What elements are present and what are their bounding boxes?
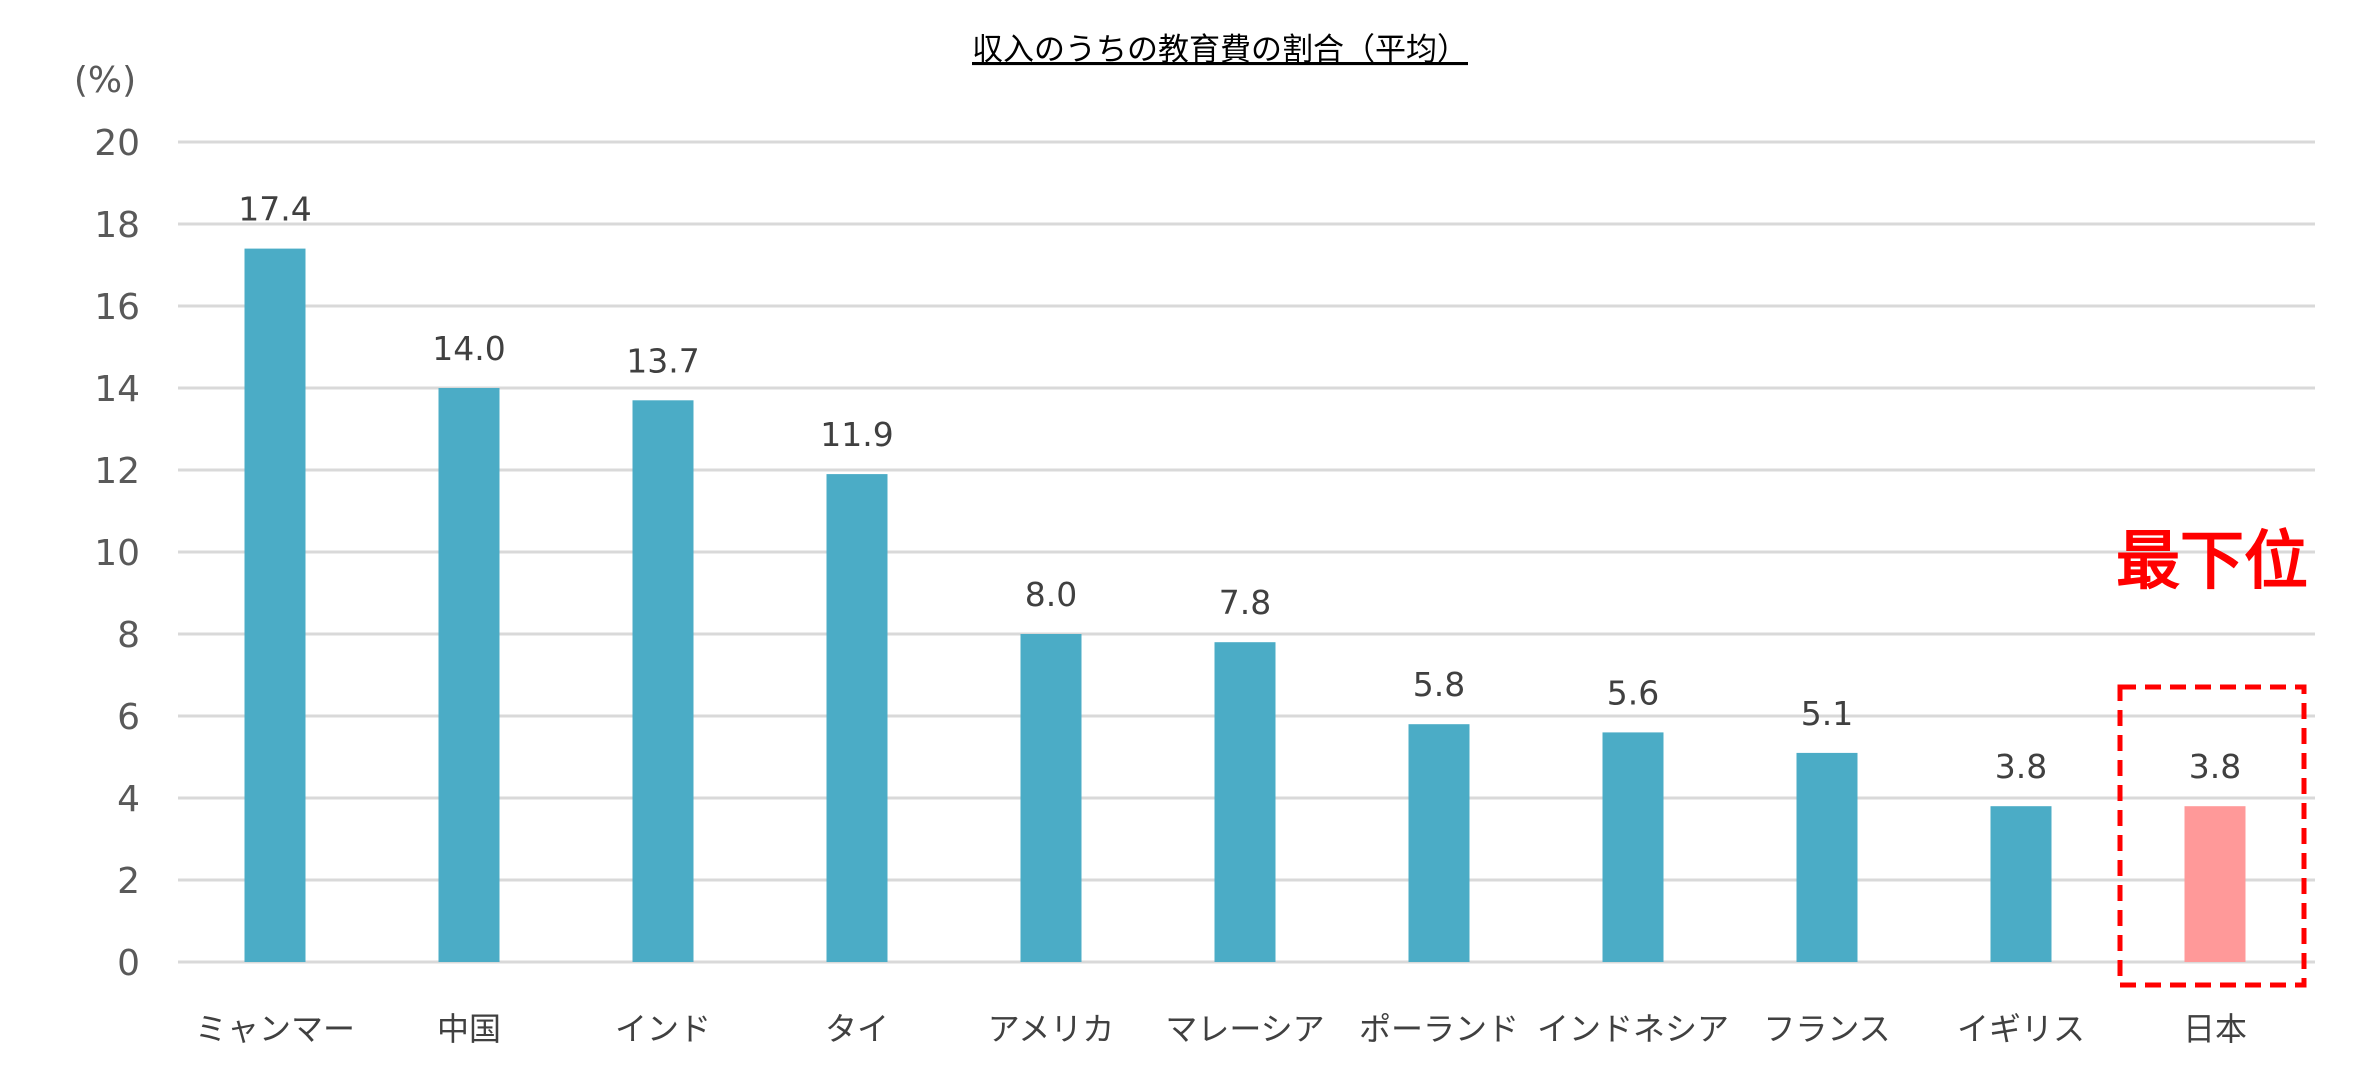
- x-tick-label: イギリス: [1957, 1010, 2085, 1048]
- y-tick-label: 4: [117, 779, 140, 820]
- y-tick-label: 8: [117, 615, 140, 656]
- bar: [1408, 724, 1470, 962]
- data-label: 7.8: [1219, 583, 1271, 622]
- x-tick-label: インドネシア: [1537, 1010, 1729, 1048]
- data-label: 11.9: [820, 415, 893, 454]
- y-tick-label: 20: [94, 123, 140, 164]
- y-tick-label: 2: [117, 861, 140, 902]
- x-tick-label: フランス: [1763, 1010, 1890, 1048]
- data-label: 3.8: [1995, 747, 2047, 786]
- highlight-box: [2117, 684, 2307, 988]
- x-tick-label: インド: [615, 1010, 711, 1048]
- chart-title: 収入のうちの教育費の割合（平均）: [972, 32, 1468, 68]
- y-tick-label: 10: [94, 533, 140, 574]
- data-label: 8.0: [1025, 575, 1077, 614]
- bar: [438, 388, 500, 962]
- x-tick-label: タイ: [825, 1010, 889, 1048]
- bar: [826, 474, 888, 962]
- y-tick-label: 16: [94, 287, 140, 328]
- data-label: 17.4: [238, 190, 311, 229]
- y-tick-label: 6: [117, 697, 140, 738]
- bar: [1214, 642, 1276, 962]
- data-label: 14.0: [432, 329, 505, 368]
- bar: [632, 400, 694, 962]
- x-tick-label: アメリカ: [988, 1010, 1114, 1048]
- x-tick-label: ミャンマー: [195, 1010, 355, 1048]
- data-label: 13.7: [626, 341, 699, 380]
- y-tick-label: 18: [94, 205, 140, 246]
- bar: [2184, 806, 2246, 962]
- x-tick-label: マレーシア: [1165, 1010, 1324, 1048]
- y-tick-label: 14: [94, 369, 140, 410]
- data-label: 3.8: [2189, 747, 2241, 786]
- bar: [1796, 752, 1858, 962]
- x-tick-label: 日本: [2183, 1010, 2247, 1048]
- data-label: 5.1: [1801, 694, 1853, 733]
- bar: [1020, 634, 1082, 962]
- y-tick-label: 12: [94, 451, 140, 492]
- annotation-lowest: 最下位: [2116, 525, 2308, 599]
- x-tick-label: ポーランド: [1359, 1010, 1519, 1048]
- y-tick-label: 0: [117, 943, 140, 984]
- data-label: 5.6: [1607, 673, 1659, 712]
- bar: [1602, 732, 1664, 962]
- bar: [244, 248, 306, 963]
- data-label: 5.8: [1413, 665, 1465, 704]
- y-axis-unit: (%): [74, 60, 136, 101]
- x-tick-label: 中国: [437, 1010, 501, 1048]
- bar: [1990, 806, 2052, 962]
